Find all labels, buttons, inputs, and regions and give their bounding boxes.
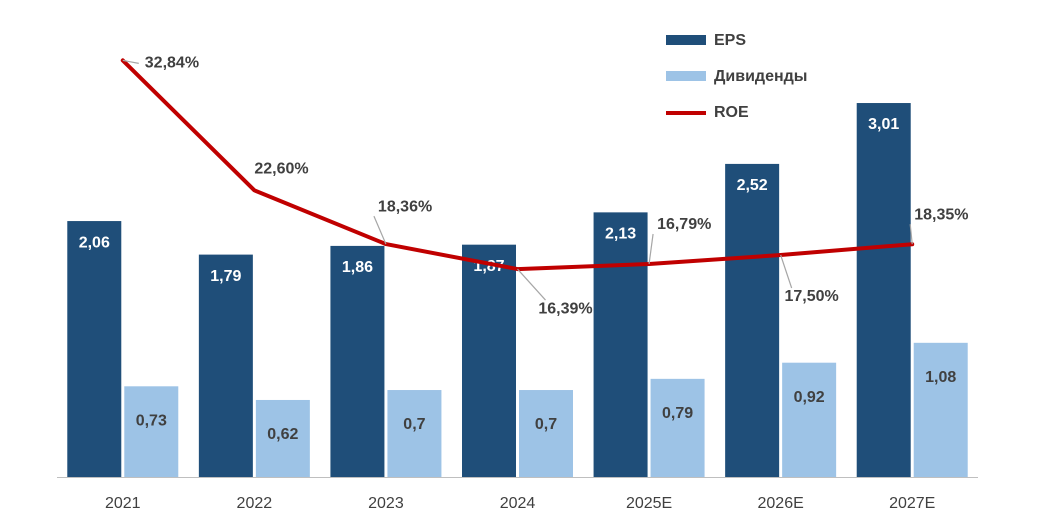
roe-leader-line <box>648 233 654 265</box>
roe-data-label: 32,84% <box>145 55 199 72</box>
x-tick-label: 2023 <box>368 495 404 512</box>
dividend-data-label: 0,73 <box>136 413 167 430</box>
eps-bar <box>198 254 253 477</box>
roe-leader-line <box>517 268 546 301</box>
eps-data-label: 1,79 <box>210 268 241 285</box>
legend-label-dividends: Дивиденды <box>714 68 807 85</box>
roe-data-label: 17,50% <box>785 288 839 305</box>
roe-line <box>120 58 915 272</box>
dividend-bar <box>387 390 442 477</box>
x-tick-label: 2027E <box>889 495 935 512</box>
eps-bar <box>462 244 516 477</box>
eps-bar <box>856 103 911 477</box>
legend-swatch-eps <box>666 35 706 45</box>
dividend-bar <box>782 362 837 477</box>
x-tick-label: 2026E <box>758 495 804 512</box>
legend-label-eps: EPS <box>714 32 746 49</box>
dividend-data-label: 1,08 <box>925 369 956 386</box>
dividend-data-label: 0,7 <box>535 416 557 433</box>
eps-data-label: 2,06 <box>79 234 110 251</box>
dividend-data-label: 0,62 <box>267 426 298 443</box>
eps-bar <box>593 212 648 477</box>
x-tick-label: 2025E <box>626 495 672 512</box>
roe-data-label: 22,60% <box>254 161 308 178</box>
roe-data-label: 16,79% <box>657 216 711 233</box>
roe-leader-line <box>780 254 793 289</box>
dividend-bar <box>519 390 573 477</box>
eps-bar <box>67 221 122 477</box>
dividend-bar <box>650 378 705 477</box>
x-tick-label: 2021 <box>105 495 141 512</box>
eps-data-label: 3,01 <box>868 116 899 133</box>
eps-bar <box>725 163 780 477</box>
dividend-data-label: 0,7 <box>403 416 425 433</box>
legend-label-roe: ROE <box>714 104 749 121</box>
roe-leader-line <box>122 59 139 64</box>
roe-leader-line <box>909 224 913 245</box>
dividend-data-label: 0,92 <box>794 389 825 406</box>
eps-data-label: 1,86 <box>342 259 373 276</box>
dividend-data-label: 0,79 <box>662 405 693 422</box>
roe-data-label: 18,35% <box>914 206 968 223</box>
dividend-bar <box>913 342 968 477</box>
eps-bar <box>330 245 385 477</box>
legend-swatch-dividends <box>666 71 706 81</box>
eps-data-label: 2,13 <box>605 226 636 243</box>
roe-data-label: 16,39% <box>538 300 592 317</box>
x-tick-label: 2024 <box>500 495 536 512</box>
roe-data-label: 18,36% <box>378 198 432 215</box>
x-tick-label: 2022 <box>237 495 273 512</box>
dividend-bar <box>255 399 310 477</box>
dividend-bar <box>124 386 179 477</box>
roe-leader-line <box>373 215 387 245</box>
eps-data-label: 2,52 <box>737 177 768 194</box>
